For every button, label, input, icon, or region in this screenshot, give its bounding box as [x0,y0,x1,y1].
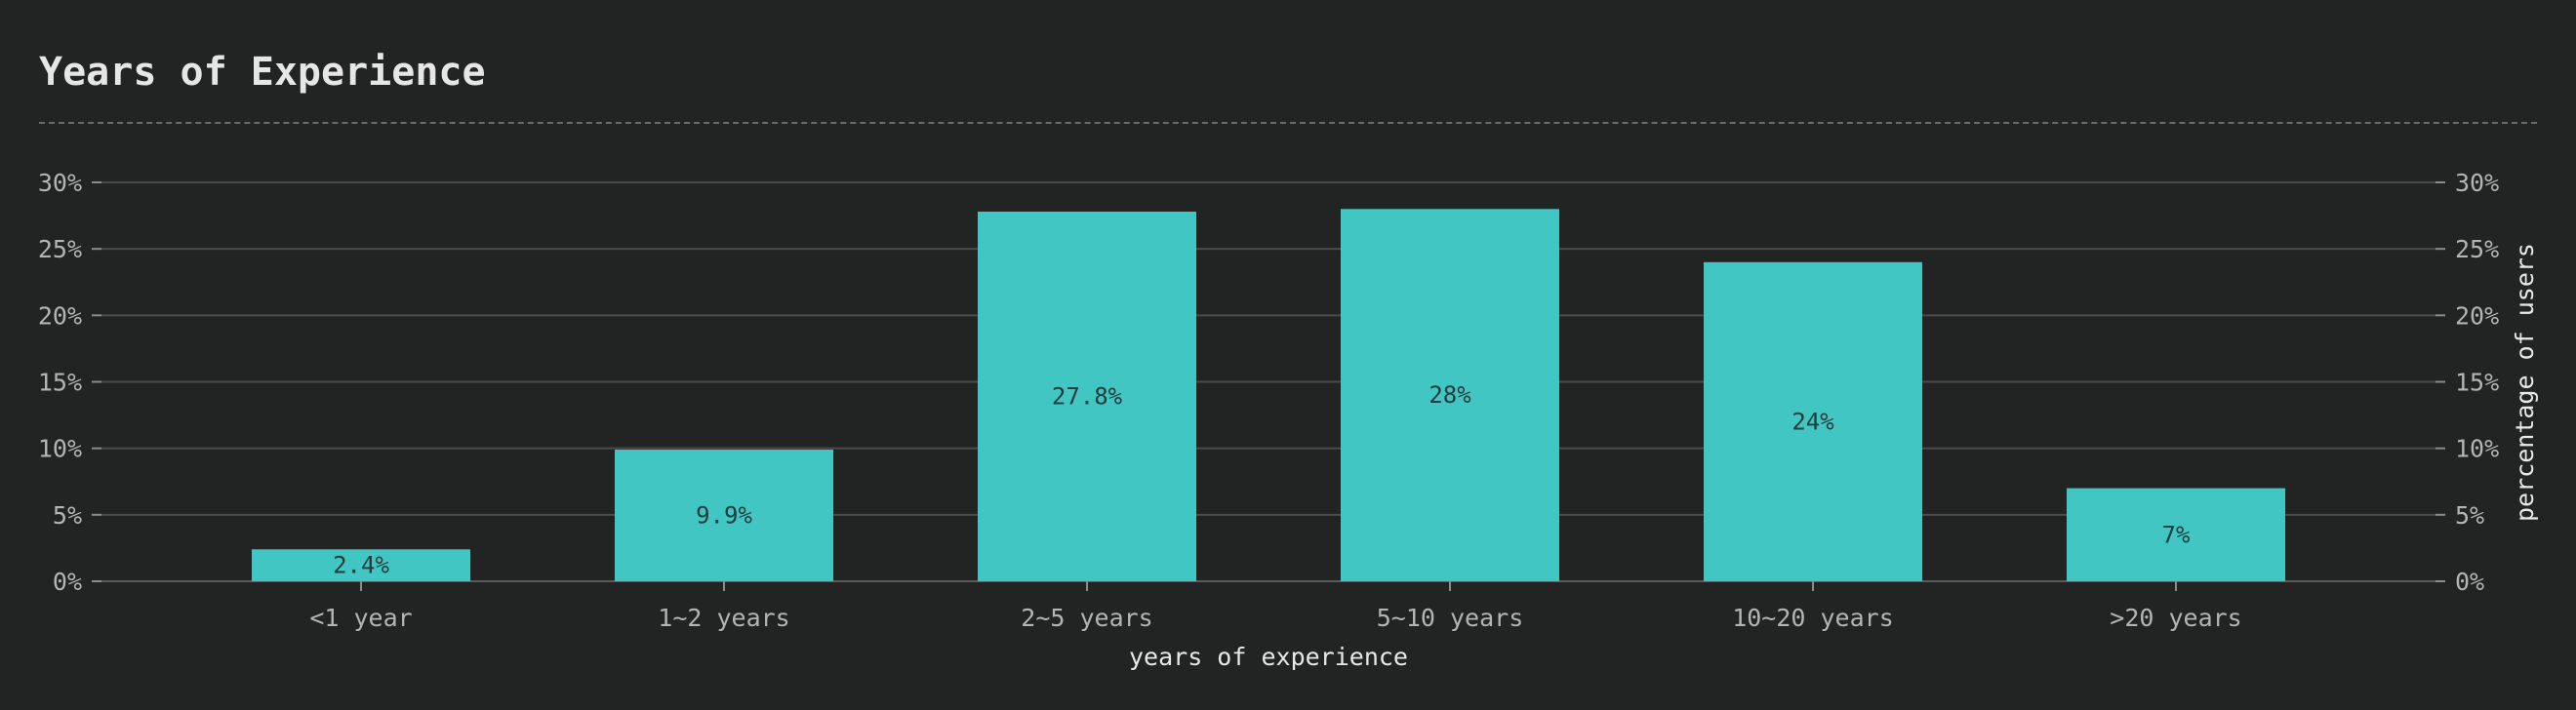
bars: 2.4% 9.9% 27.8% 28% 24% 7% [252,209,2285,581]
x-tick-label: 5~10 years [1377,604,1524,632]
x-tick-label: 1~2 years [658,604,789,632]
left-y-axis: 0% 5% 10% 15% 20% 25% 30% [38,169,101,596]
grid-lines [101,181,2435,582]
bar [1341,209,1559,581]
y-tick-label-right: 25% [2455,235,2499,263]
y-tick-label-right: 30% [2455,169,2499,197]
y-tick-label-right: 10% [2455,435,2499,463]
bar [2067,488,2285,581]
x-tick-label: 2~5 years [1021,604,1152,632]
y-tick-label-right: 15% [2455,369,2499,397]
chart-title: Years of Experience [39,50,486,95]
bar [252,549,470,581]
bar-value-label: 7% [2162,521,2191,548]
y-tick-label: 20% [38,301,82,330]
bar [978,211,1196,581]
x-tick-label: <1 year [309,604,412,632]
y-tick-label-right: 0% [2455,568,2484,596]
bar [615,450,833,581]
x-axis: <1 year 1~2 years 2~5 years 5~10 years 10~20… [309,581,2242,632]
bar-value-label: 24% [1791,408,1834,435]
y-axis-title: percentage of users [2511,243,2539,522]
bar [1704,261,1922,581]
bar-value-label: 9.9% [696,502,752,530]
x-tick-label: 10~20 years [1732,604,1894,632]
y-tick-label-right: 20% [2455,301,2499,330]
y-tick-label: 30% [38,169,82,197]
y-tick-label: 10% [38,435,82,463]
y-tick-label: 0% [53,568,82,596]
x-tick-label: >20 years [2110,604,2241,632]
bar-value-label: 2.4% [333,552,389,579]
y-tick-label: 5% [53,501,82,530]
right-y-axis: 0% 5% 10% 15% 20% 25% 30% [2435,169,2499,596]
y-tick-label: 25% [38,235,82,263]
title-divider [39,122,2537,124]
x-axis-title: years of experience [1129,643,1408,671]
bar-value-label: 28% [1429,381,1471,409]
y-tick-label: 15% [38,369,82,397]
y-tick-label-right: 5% [2455,501,2484,530]
bar-value-label: 27.8% [1052,382,1123,410]
